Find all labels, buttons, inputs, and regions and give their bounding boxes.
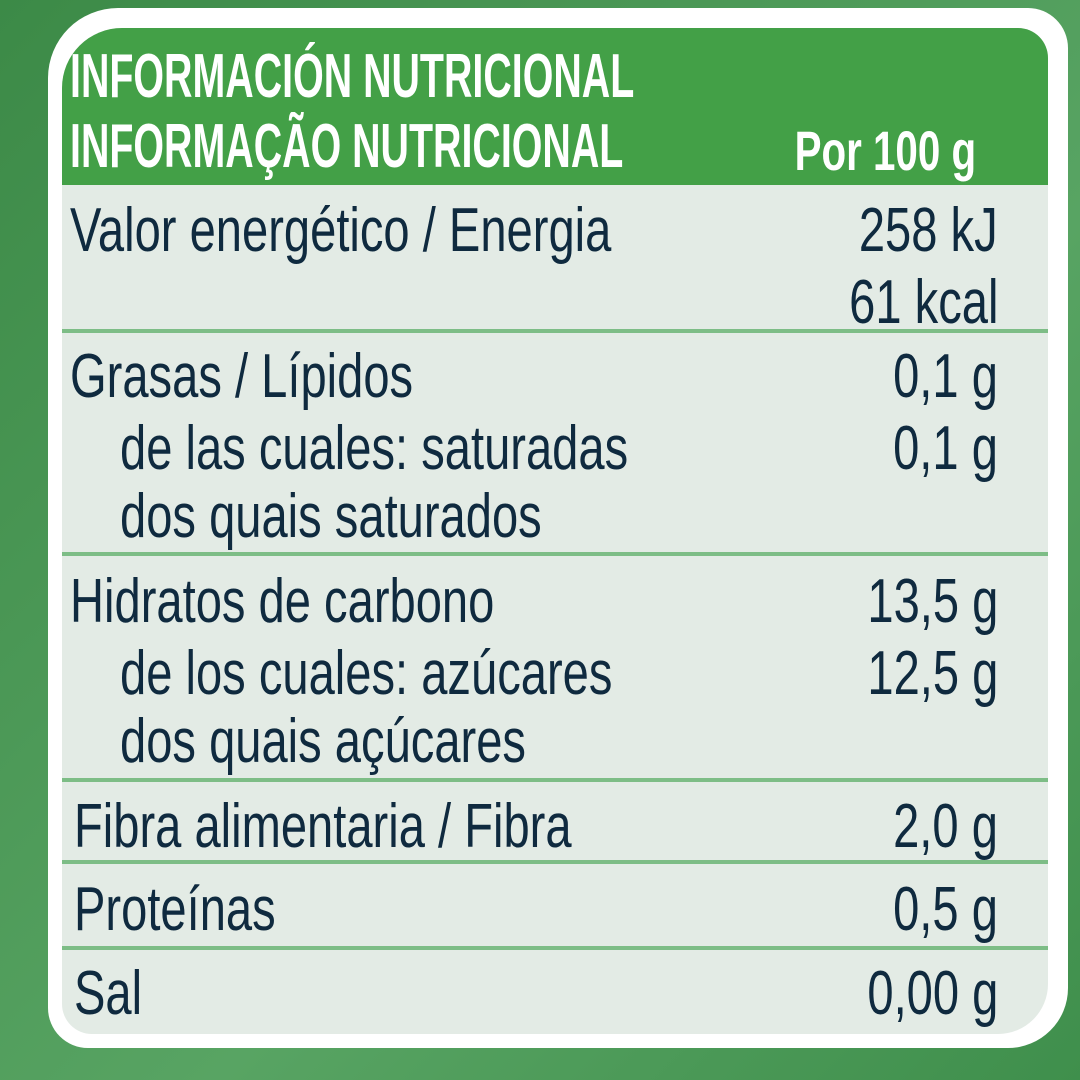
row-salt-value: 0,00 g bbox=[866, 959, 998, 1028]
per-100g: Por 100 g bbox=[794, 119, 976, 182]
row-fat-value: 0,1 g bbox=[893, 342, 998, 411]
row-energy-kj: 258 kJ bbox=[859, 196, 998, 265]
row-saturated-value: 0,1 g bbox=[893, 414, 998, 483]
table-header bbox=[62, 28, 1048, 185]
title-es: INFORMACIÓN NUTRICIONAL bbox=[70, 42, 635, 111]
title-pt: INFORMAÇÃO NUTRICIONAL bbox=[70, 112, 624, 181]
divider bbox=[62, 860, 1048, 864]
nutrition-table: INFORMACIÓN NUTRICIONAL INFORMAÇÃO NUTRI… bbox=[62, 28, 1048, 1034]
row-energy-kcal: 61 kcal bbox=[848, 268, 998, 337]
row-carbs-value: 13,5 g bbox=[866, 567, 998, 636]
row-energy-label: Valor energético / Energia bbox=[70, 196, 612, 265]
row-fibre-value: 2,0 g bbox=[893, 792, 998, 861]
row-saturated-label-pt: dos quais saturados bbox=[120, 482, 542, 551]
divider bbox=[62, 778, 1048, 782]
divider bbox=[62, 552, 1048, 556]
row-fat-label: Grasas / Lípidos bbox=[70, 342, 414, 411]
row-sugars-value: 12,5 g bbox=[866, 639, 998, 708]
divider bbox=[62, 946, 1048, 950]
row-protein-label: Proteínas bbox=[74, 875, 276, 944]
row-protein-value: 0,5 g bbox=[893, 875, 998, 944]
row-fibre-label: Fibra alimentaria / Fibra bbox=[74, 792, 572, 861]
divider bbox=[62, 329, 1048, 333]
row-sugars-label: de los cuales: azúcares bbox=[120, 639, 613, 708]
row-saturated-label: de las cuales: saturadas bbox=[120, 414, 629, 483]
row-sugars-label-pt: dos quais açúcares bbox=[120, 707, 527, 776]
row-salt-label: Sal bbox=[74, 959, 143, 1028]
row-carbs-label: Hidratos de carbono bbox=[70, 567, 495, 636]
